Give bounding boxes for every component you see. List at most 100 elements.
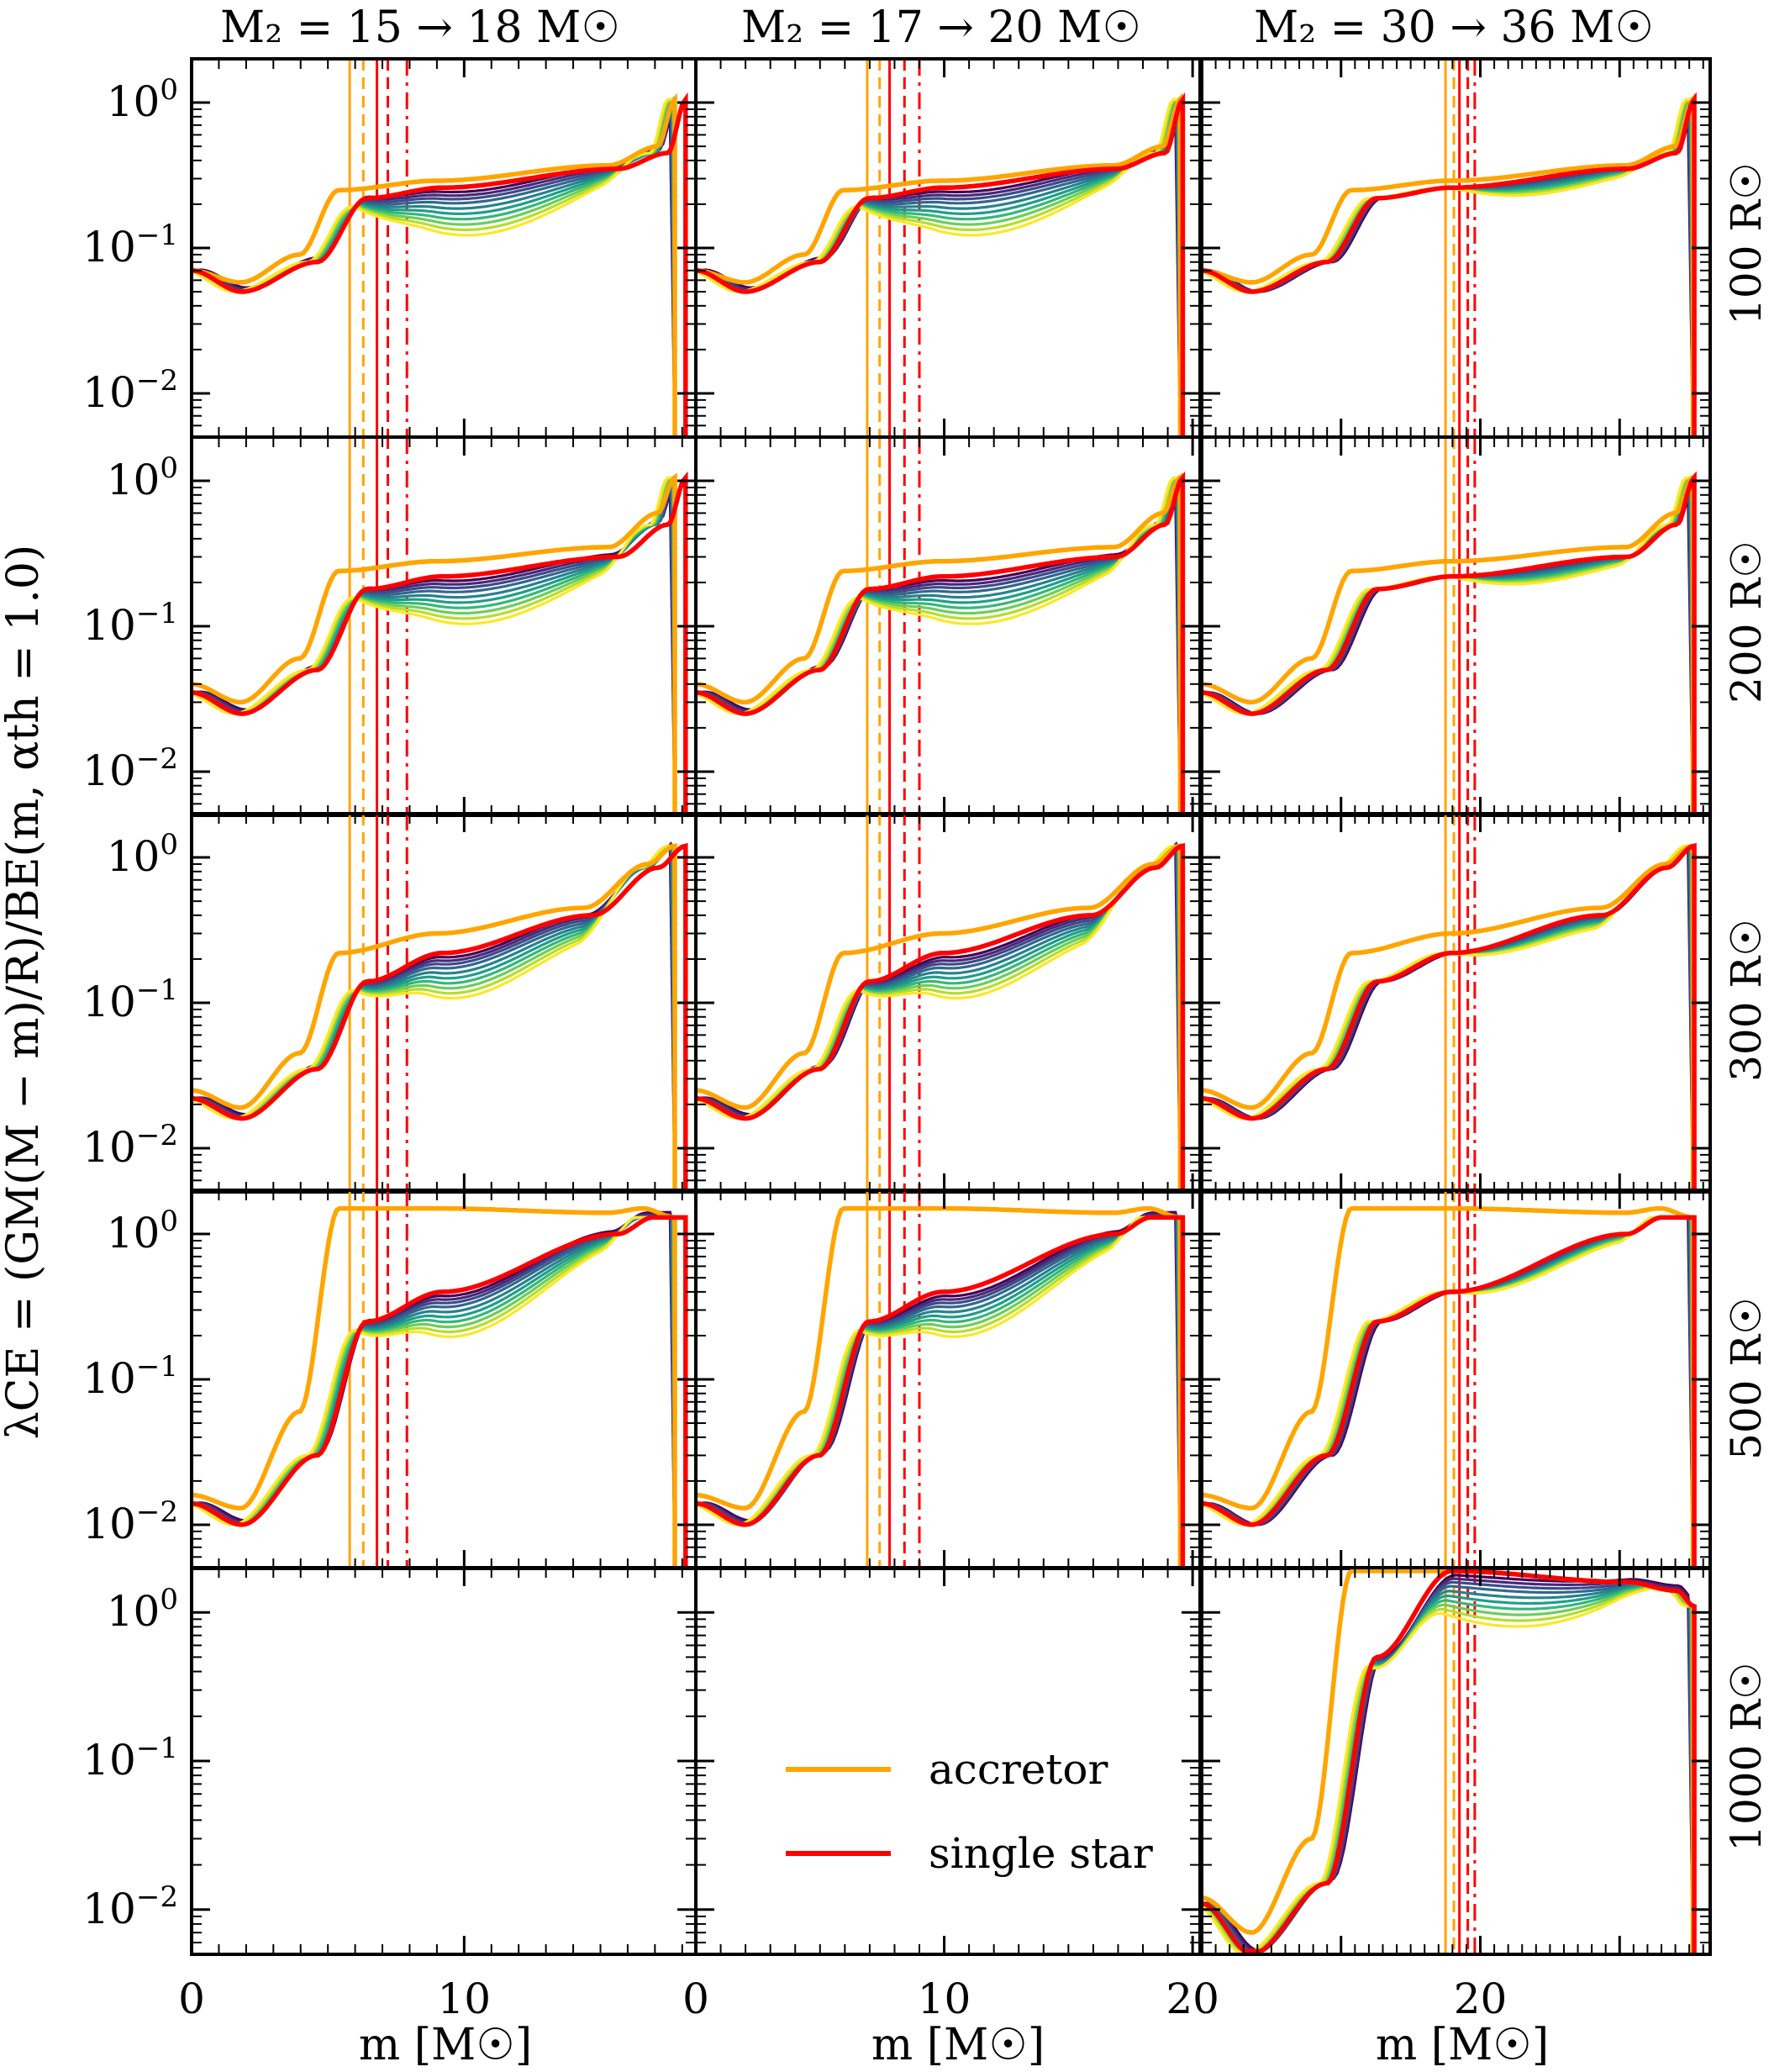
single-curve bbox=[696, 471, 1186, 815]
model-curve bbox=[696, 1215, 1182, 1568]
model-curve bbox=[192, 1210, 677, 1568]
single-curve bbox=[696, 92, 1186, 437]
model-curve bbox=[696, 1210, 1182, 1568]
row-label-1000: 1000 R☉ bbox=[1722, 1662, 1771, 1852]
accretor-curve bbox=[192, 843, 677, 1192]
model-curve bbox=[192, 476, 677, 815]
model-curve bbox=[696, 476, 1182, 815]
model-curve bbox=[192, 844, 677, 1192]
panel-r4-c3 bbox=[1200, 1189, 1712, 1570]
single-curve bbox=[192, 92, 688, 437]
model-curve bbox=[192, 1215, 677, 1568]
single-curve bbox=[1202, 471, 1697, 815]
panel-lines bbox=[1202, 1568, 1697, 1954]
panel-lines bbox=[1202, 814, 1697, 1192]
model-curve bbox=[1202, 489, 1695, 815]
x-axis-label-3: m [M☉] bbox=[1376, 2020, 1549, 2070]
panels-layer: 10010−110−210010−110−210010−110−210010−1… bbox=[82, 57, 1712, 2023]
row-label-100: 100 R☉ bbox=[1722, 162, 1771, 325]
model-curve bbox=[696, 486, 1182, 815]
panel-frame bbox=[1200, 435, 1712, 817]
legend-accretor-label: accretor bbox=[929, 1745, 1108, 1794]
y-tick-label: 10−2 bbox=[82, 1495, 178, 1548]
panel-frame bbox=[190, 812, 698, 1194]
accretor-curve bbox=[696, 92, 1183, 437]
model-curve bbox=[1202, 98, 1695, 437]
panel-frame bbox=[694, 57, 1202, 439]
model-curve bbox=[192, 1215, 677, 1568]
panel-r2-c1: 100 10−1 10−2 bbox=[82, 435, 698, 817]
model-curve bbox=[192, 1215, 677, 1568]
model-curve bbox=[192, 476, 677, 815]
accretor-curve bbox=[696, 843, 1183, 1192]
model-curve bbox=[192, 1215, 677, 1568]
y-axis-label: λCE = (GM(M − m)/R)/BE(m, αth = 1.0) bbox=[0, 545, 49, 1440]
row-label-500: 500 R☉ bbox=[1722, 1297, 1771, 1460]
x-axis-label-1: m [M☉] bbox=[359, 2020, 532, 2070]
y-tick-label: 10−1 bbox=[82, 219, 178, 272]
y-tick-label: 10−2 bbox=[82, 1880, 178, 1933]
x-tick-label: 20 bbox=[1166, 1974, 1219, 2023]
model-curve bbox=[696, 99, 1182, 437]
column-title-2: M₂ = 17 → 20 M☉ bbox=[741, 3, 1141, 53]
single-curve bbox=[192, 842, 688, 1192]
y-tick-label: 100 bbox=[107, 1205, 178, 1257]
panel-lines bbox=[696, 814, 1186, 1192]
model-curve bbox=[192, 490, 677, 815]
x-tick-label: 10 bbox=[438, 1974, 492, 2023]
y-tick-label: 10−2 bbox=[82, 364, 178, 417]
panel-r5-c3: 20 bbox=[1200, 1566, 1712, 2023]
panel-lines bbox=[1202, 437, 1697, 815]
panel-frame bbox=[190, 1189, 698, 1570]
model-curve bbox=[696, 1215, 1182, 1568]
model-curve bbox=[696, 1215, 1182, 1568]
y-tick-label: 10−1 bbox=[82, 973, 178, 1026]
model-curve bbox=[696, 1212, 1182, 1568]
accretor-curve bbox=[192, 1205, 677, 1568]
accretor-curve bbox=[192, 92, 677, 437]
y-tick-label: 10−1 bbox=[82, 597, 178, 650]
model-curve bbox=[192, 1215, 677, 1568]
y-tick-label: 10−2 bbox=[82, 742, 178, 795]
model-curve bbox=[696, 98, 1182, 437]
accretor-curve bbox=[696, 1205, 1183, 1568]
model-curve bbox=[1202, 1586, 1695, 1954]
model-curve bbox=[1202, 476, 1695, 815]
panel-r2-c3 bbox=[1200, 435, 1712, 817]
row-label-200: 200 R☉ bbox=[1722, 540, 1771, 704]
model-curve bbox=[696, 96, 1182, 437]
model-curve bbox=[696, 482, 1182, 815]
model-curve bbox=[192, 477, 677, 815]
model-curve bbox=[1202, 479, 1695, 815]
model-curve bbox=[1202, 98, 1695, 437]
model-curve bbox=[1202, 475, 1695, 815]
y-tick-label: 100 bbox=[107, 73, 178, 126]
model-curve bbox=[192, 98, 677, 437]
model-curve bbox=[192, 98, 677, 437]
model-curve bbox=[1202, 98, 1695, 437]
model-curve bbox=[696, 844, 1182, 1192]
model-curve bbox=[192, 486, 677, 815]
y-tick-label: 100 bbox=[107, 1583, 178, 1636]
y-tick-label: 10−2 bbox=[82, 1119, 178, 1172]
model-curve bbox=[192, 476, 677, 815]
single-curve bbox=[1202, 1568, 1697, 1954]
model-curve bbox=[192, 1215, 677, 1568]
model-curve bbox=[1202, 495, 1695, 815]
x-axis-label-2: m [M☉] bbox=[871, 2020, 1045, 2070]
model-curve bbox=[696, 98, 1182, 437]
single-curve bbox=[192, 1215, 688, 1568]
column-title-3: M₂ = 30 → 36 M☉ bbox=[1254, 3, 1654, 53]
x-tick-label: 0 bbox=[178, 1974, 205, 2023]
model-curve bbox=[696, 490, 1182, 815]
panel-lines bbox=[696, 437, 1186, 815]
model-curve bbox=[1202, 102, 1695, 437]
panel-r3-c1: 100 10−1 10−2 bbox=[82, 812, 698, 1194]
row-label-300: 300 R☉ bbox=[1722, 919, 1771, 1082]
accretor-curve bbox=[192, 472, 677, 815]
model-curve bbox=[1202, 476, 1695, 815]
panel-frame bbox=[1200, 812, 1712, 1194]
model-curve bbox=[696, 98, 1182, 437]
single-curve bbox=[1202, 1215, 1697, 1568]
model-curve bbox=[696, 1215, 1182, 1568]
